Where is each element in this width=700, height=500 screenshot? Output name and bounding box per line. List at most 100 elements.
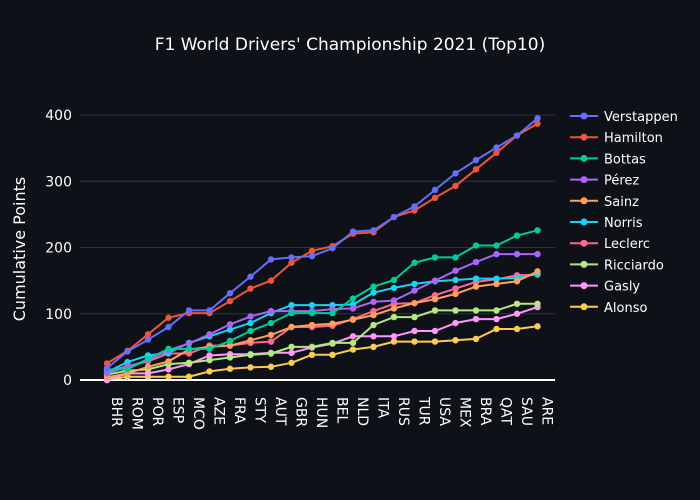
data-point [493,250,500,258]
data-point [513,278,521,285]
x-tick-label: GBR [293,397,309,427]
data-point [165,323,172,331]
data-point [513,250,521,258]
data-point [452,285,459,292]
data-point [308,309,316,317]
legend-label: Verstappen [604,110,678,125]
data-point [329,309,336,317]
data-point [288,301,295,309]
data-point [185,340,193,347]
data-point [370,321,377,329]
data-point [308,351,316,359]
data-point [288,359,295,366]
legend-item[interactable]: Ricciardo [570,258,664,273]
data-point [144,331,152,338]
data-point [534,250,541,258]
x-tick-label: ESP [170,397,186,423]
data-point [267,319,275,327]
data-point [534,268,541,275]
data-point [472,166,480,173]
data-point [165,373,172,380]
y-tick-label: 0 [63,373,72,389]
data-point [267,277,275,284]
data-point [411,338,418,345]
data-point [103,364,111,372]
data-point [472,275,480,282]
data-point [288,254,295,261]
legend-label: Norris [604,216,643,231]
legend-marker [580,282,588,290]
legend-item[interactable]: Norris [570,216,643,231]
x-tick-label: RUS [395,397,411,426]
legend-item[interactable]: Alonso [570,301,647,316]
y-tick-label: 300 [45,174,72,190]
data-point [431,254,439,261]
data-point [472,283,480,290]
data-point [452,182,459,190]
data-point [390,305,398,312]
data-point [288,259,295,266]
data-point [267,338,275,345]
x-tick-label: MEX [457,397,473,428]
x-tick-label: TUR [416,396,432,426]
series-points [103,115,541,384]
data-point [308,301,316,309]
data-point [226,354,234,361]
x-tick-label: POR [149,397,165,426]
legend-item[interactable]: Sainz [570,195,639,210]
data-point [247,327,254,335]
data-point [185,307,193,314]
x-tick-label: QAT [498,397,514,426]
chart-title: F1 World Drivers' Championship 2021 (Top… [155,35,545,55]
data-point [308,343,316,351]
data-point [370,283,377,290]
series-line [106,117,539,369]
data-point [267,307,275,315]
data-point [267,363,275,370]
data-point [452,267,459,274]
data-point [390,276,398,284]
data-point [185,359,193,366]
data-point [247,364,254,371]
data-point [247,273,254,280]
data-point [329,339,336,347]
data-point [144,336,152,343]
data-point [452,290,459,298]
legend-item[interactable]: Leclerc [570,237,650,252]
data-point [452,319,459,327]
data-point [370,343,377,351]
data-point [472,258,480,266]
x-tick-labels: BHR ROM POR ESP MCO AZE FRA STY AUT GBR HUN BEL NLD I… [108,396,555,430]
legend-item[interactable]: Hamilton [570,131,663,146]
data-point [472,335,480,343]
data-point [513,325,521,333]
data-point [493,280,500,288]
data-point [349,333,357,340]
data-point [226,297,234,305]
data-point [452,307,459,314]
data-point [247,351,254,359]
legend[interactable]: Verstappen Hamilton Bottas Pérez Sainz Norris… [570,110,678,316]
legend-item[interactable]: Verstappen [570,110,678,125]
legend-item[interactable]: Gasly [570,280,640,295]
data-point [124,358,131,366]
x-tick-label: AZE [211,397,227,425]
legend-marker [580,303,588,311]
data-point [370,311,377,319]
legend-marker [580,260,588,268]
x-tick-label: MCO [190,397,206,430]
legend-marker [580,239,588,247]
legend-marker [580,112,588,120]
x-tick-label: BEL [334,397,350,423]
data-point [165,366,172,373]
data-point [390,313,398,321]
data-point [493,315,500,323]
data-point [103,360,111,367]
legend-item[interactable]: Bottas [570,152,646,167]
data-point [226,365,234,372]
legend-label: Ricciardo [604,258,664,273]
data-point [411,259,418,266]
data-point [226,321,234,328]
data-point [411,287,418,294]
legend-item[interactable]: Pérez [570,174,639,189]
